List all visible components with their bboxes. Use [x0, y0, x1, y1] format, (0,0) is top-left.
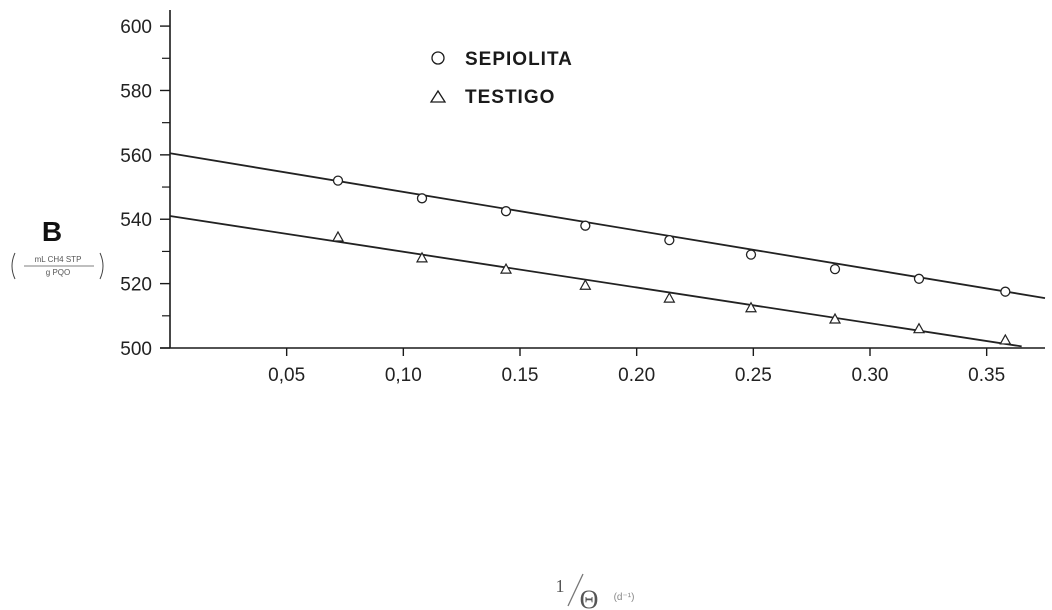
x-tick-label: 0,10 [385, 365, 422, 386]
x-axis-label-slash [567, 573, 584, 607]
point-sepiolita [500, 206, 512, 217]
point-testigo [912, 322, 926, 334]
point-sepiolita [416, 193, 428, 204]
y-axis-label-right-paren [99, 252, 104, 280]
point-testigo [499, 262, 513, 274]
x-tick-label: 0,05 [268, 365, 305, 386]
y-axis-label-unit-top: mL CH4 STP [35, 255, 82, 264]
y-ticks: 500 520 540 560 580 600 [120, 17, 170, 360]
legend-triangle-marker [429, 89, 447, 103]
fit-lines [169, 152, 1046, 348]
point-sepiolita [664, 235, 675, 246]
point-sepiolita [829, 263, 841, 275]
y-tick-label: 540 [120, 210, 152, 231]
point-sepiolita [913, 273, 925, 284]
fit-line-sepiolita [169, 152, 1046, 299]
point-testigo [331, 230, 345, 242]
y-tick-label: 500 [120, 339, 152, 360]
point-testigo [663, 291, 676, 303]
legend-item-testigo: TESTIGO [429, 87, 555, 108]
point-testigo [999, 333, 1012, 345]
y-axis-label-main: B [42, 216, 62, 247]
point-sepiolita [580, 220, 591, 231]
point-sepiolita [745, 249, 757, 260]
x-axis-label-unit: (d⁻¹) [614, 592, 635, 603]
x-axis-label-symbol: Θ [580, 585, 599, 610]
fit-line-testigo [169, 215, 1022, 348]
y-axis-label: B mL CH4 STP g PQO [11, 216, 104, 280]
x-axis-label: 1 Θ (d⁻¹) [556, 573, 635, 610]
x-ticks: 0,05 0,10 0.15 0.20 0.25 0.30 0.35 [268, 348, 1005, 386]
legend-item-sepiolita: SEPIOLITA [431, 49, 573, 70]
point-sepiolita [332, 175, 344, 186]
x-tick-label: 0.20 [618, 365, 655, 386]
y-axis-label-left-paren [11, 252, 16, 280]
y-tick-label: 600 [120, 17, 152, 38]
markers [331, 175, 1012, 345]
x-axis-label-numerator: 1 [556, 576, 565, 596]
point-testigo [744, 301, 758, 313]
x-tick-label: 0.25 [735, 365, 772, 386]
point-testigo [415, 251, 429, 263]
x-tick-label: 0.35 [968, 365, 1005, 386]
point-sepiolita [1000, 286, 1011, 297]
y-axis-label-unit-bottom: g PQO [46, 268, 70, 277]
y-tick-label: 560 [120, 146, 152, 167]
point-testigo [579, 278, 592, 290]
legend: SEPIOLITA TESTIGO [429, 49, 573, 108]
point-testigo [828, 312, 842, 324]
legend-label-testigo: TESTIGO [465, 87, 555, 108]
x-tick-label: 0.30 [852, 365, 889, 386]
legend-label-sepiolita: SEPIOLITA [465, 49, 573, 70]
y-tick-label: 580 [120, 81, 152, 102]
legend-circle-marker [431, 51, 445, 65]
x-tick-label: 0.15 [502, 365, 539, 386]
y-tick-label: 520 [120, 275, 152, 296]
